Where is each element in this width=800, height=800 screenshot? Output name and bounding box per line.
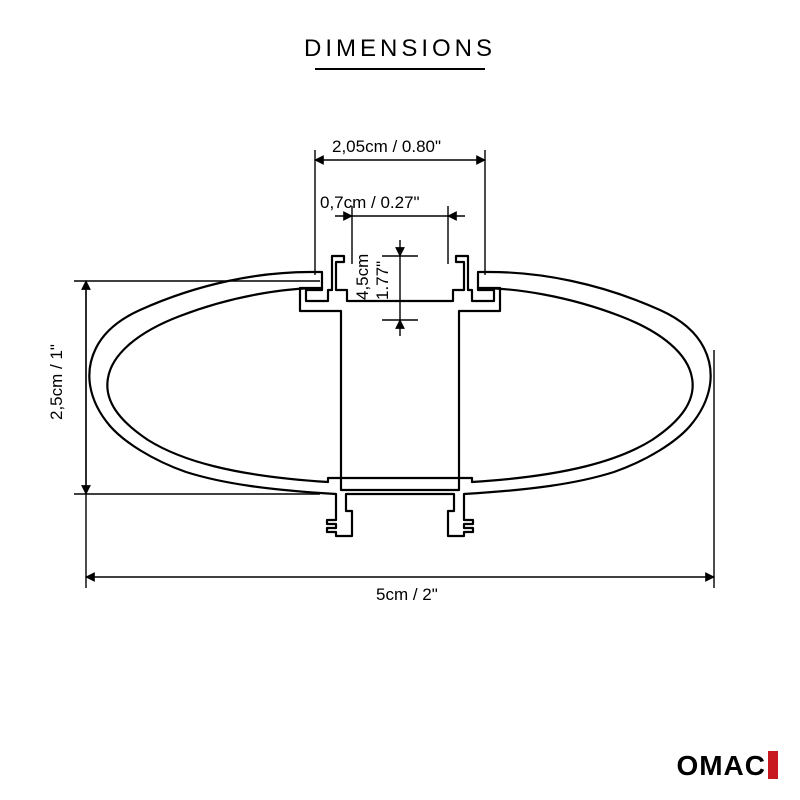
svg-text:5cm / 2": 5cm / 2"	[376, 585, 438, 604]
svg-text:4,5cm: 4,5cm	[353, 254, 372, 300]
svg-text:2,5cm / 1": 2,5cm / 1"	[47, 344, 66, 420]
brand-text: OMAC	[676, 750, 766, 781]
dim-top-inner: 0,7cm / 0.27"	[320, 193, 465, 264]
brand-logo: OMAC	[676, 750, 778, 782]
svg-text:1.77": 1.77"	[373, 261, 392, 300]
brand-accent	[768, 751, 778, 779]
dim-height-total: 2,5cm / 1"	[47, 281, 320, 494]
diagram-svg: 5cm / 2" 2,5cm / 1" 2,05cm / 0.80" 0,7cm…	[0, 0, 800, 800]
svg-text:2,05cm / 0.80": 2,05cm / 0.80"	[332, 137, 441, 156]
dim-slot-depth: 4,5cm 1.77"	[353, 240, 418, 336]
svg-text:0,7cm / 0.27": 0,7cm / 0.27"	[320, 193, 420, 212]
